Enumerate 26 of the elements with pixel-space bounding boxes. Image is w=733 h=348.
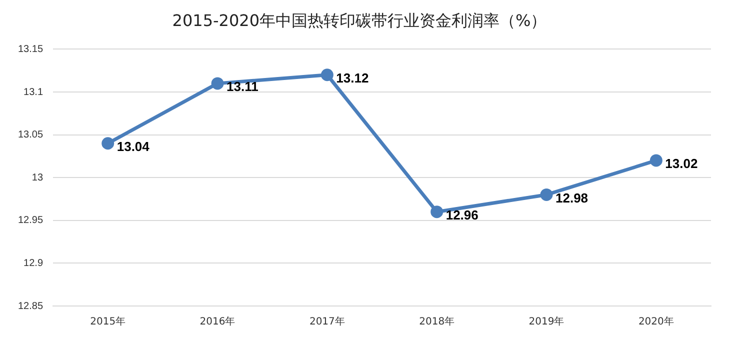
y-tick-label: 12.85 [18, 300, 44, 312]
point [320, 68, 334, 82]
point [211, 77, 224, 90]
x-tick-label: 2020年 [638, 316, 674, 328]
data-label: 13.12 [336, 70, 369, 86]
data-label: 13.04 [116, 138, 150, 154]
y-tick-label: 13.05 [18, 130, 44, 141]
x-tick-label: 2017年 [309, 316, 345, 328]
y-tick-label: 12.95 [18, 215, 44, 226]
point [650, 154, 662, 167]
point [540, 188, 553, 201]
data-label: 12.96 [446, 207, 478, 222]
y-tick-label: 13.15 [18, 44, 44, 55]
data-label: 13.02 [665, 156, 698, 172]
x-tick-label: 2016年 [200, 316, 236, 328]
x-tick-label: 2015年 [90, 316, 126, 328]
chart-title: 2015-2020年中国热转印碳带行业资金利润率（%） [172, 10, 547, 30]
x-tick-label: 2018年 [419, 316, 455, 328]
data-label: 13.11 [226, 79, 258, 94]
y-tick-label: 13.1 [24, 86, 44, 98]
point [430, 206, 444, 218]
point [102, 137, 114, 150]
x-tick-label: 2019年 [528, 316, 564, 328]
y-tick-label: 13 [32, 172, 44, 184]
y-tick-label: 12.9 [24, 258, 44, 269]
data-label: 12.98 [556, 190, 588, 206]
